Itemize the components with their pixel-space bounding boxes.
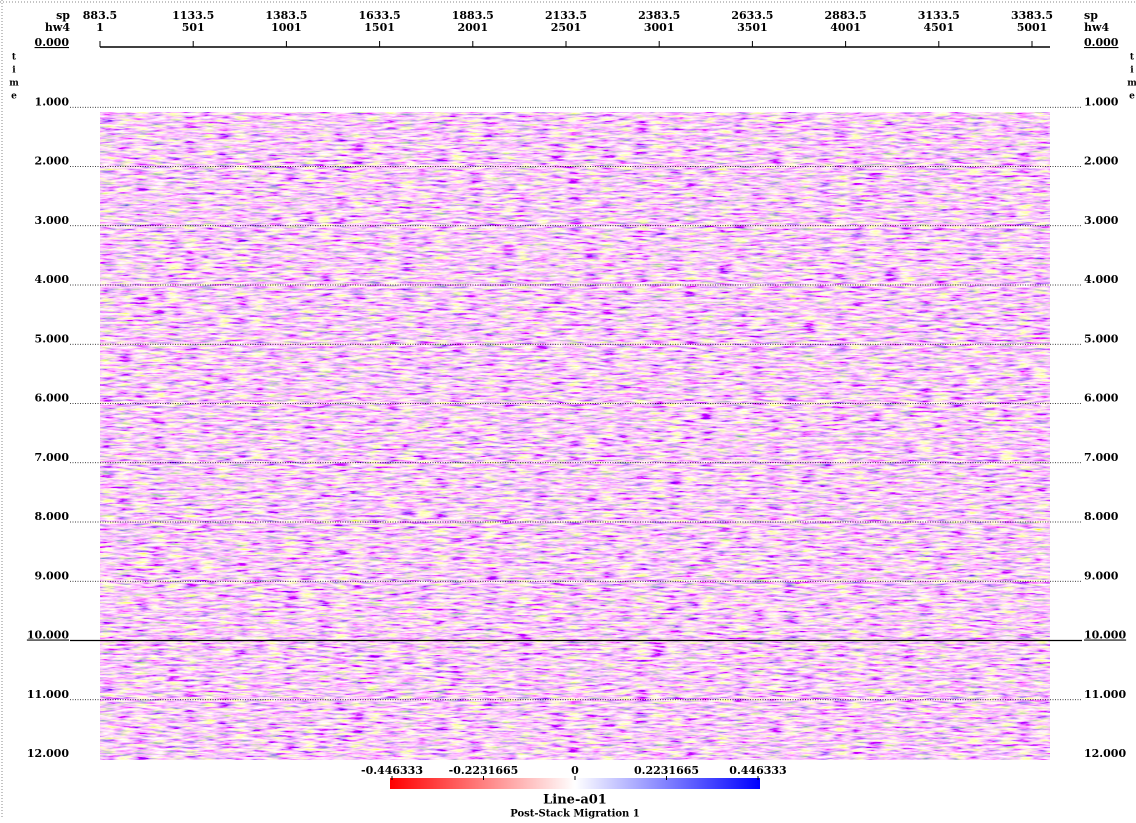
time-tick-label: 5.000 <box>35 332 70 345</box>
time-tick-label: 0.000 <box>35 36 70 49</box>
subtitle: Post-Stack Migration 1 <box>510 809 640 820</box>
top-tick-label: 2501 <box>551 21 582 34</box>
axis-row-label: hw4 <box>1084 21 1109 34</box>
colorbar-tick-label: 0 <box>571 764 579 777</box>
time-tick-label: 6.000 <box>35 392 70 405</box>
top-tick-label: 883.5 <box>83 9 117 22</box>
top-tick-label: 4001 <box>830 21 861 34</box>
top-tick-label: 5001 <box>1017 21 1048 34</box>
time-tick-label: 9.000 <box>1084 569 1119 582</box>
time-tick-label: 2.000 <box>35 155 70 168</box>
top-tick-label: 4501 <box>923 21 954 34</box>
top-tick-label: 3001 <box>644 21 675 34</box>
top-tick-label: 2883.5 <box>825 9 867 22</box>
time-tick-label: 3.000 <box>1084 214 1119 227</box>
top-tick-label: 1133.5 <box>172 9 214 22</box>
colorbar-tick-label: -0.446333 <box>361 764 423 777</box>
top-tick-label: 2133.5 <box>545 9 587 22</box>
top-tick-label: 3383.5 <box>1011 9 1053 22</box>
time-tick-label: 1.000 <box>35 95 70 108</box>
time-tick-label: 3.000 <box>35 214 70 227</box>
top-tick-label: 2633.5 <box>731 9 773 22</box>
time-tick-label: 8.000 <box>1084 510 1119 523</box>
time-tick-label: 0.000 <box>1084 36 1119 49</box>
time-tick-label: 2.000 <box>1084 155 1119 168</box>
time-tick-label: 4.000 <box>35 273 70 286</box>
time-tick-label: 6.000 <box>1084 392 1119 405</box>
top-tick-label: 1 <box>96 21 104 34</box>
time-tick-label: 1.000 <box>1084 95 1119 108</box>
top-tick-label: 1501 <box>364 21 395 34</box>
axis-label-letter: t <box>1130 53 1135 63</box>
time-tick-label: 7.000 <box>35 451 70 464</box>
axis-label-letter: i <box>1130 66 1134 76</box>
seismic-image <box>100 112 1050 760</box>
axis-label-letter: i <box>12 66 16 76</box>
axis-label-letter: m <box>1127 79 1136 89</box>
time-tick-label: 12.000 <box>27 747 69 760</box>
axis-label-letter: e <box>11 92 17 102</box>
colorbar-tick-label: -0.2231665 <box>449 764 519 777</box>
colorbar-tick-label: 0.446333 <box>729 764 786 777</box>
time-tick-label: 7.000 <box>1084 451 1119 464</box>
title: Line-a01 <box>543 793 607 808</box>
axis-row-label: hw4 <box>45 21 70 34</box>
top-tick-label: 501 <box>182 21 205 34</box>
axis-label-letter: e <box>1129 92 1135 102</box>
axis-label-letter: t <box>12 53 17 63</box>
colorbar <box>390 778 760 789</box>
top-tick-label: 1001 <box>271 21 302 34</box>
top-tick-label: 2383.5 <box>638 9 680 22</box>
top-tick-label: 1383.5 <box>265 9 307 22</box>
top-tick-label: 3501 <box>737 21 768 34</box>
top-tick-label: 1633.5 <box>359 9 401 22</box>
top-tick-label: 1883.5 <box>452 9 494 22</box>
time-tick-label: 8.000 <box>35 510 70 523</box>
time-tick-label: 9.000 <box>35 569 70 582</box>
time-tick-label: 11.000 <box>1084 688 1126 701</box>
time-tick-label: 11.000 <box>27 688 69 701</box>
time-tick-label: 5.000 <box>1084 332 1119 345</box>
colorbar-tick-label: 0.2231665 <box>634 764 699 777</box>
time-tick-label: 10.000 <box>27 629 69 642</box>
axis-row-label: sp <box>56 9 70 22</box>
top-tick-label: 3133.5 <box>918 9 960 22</box>
time-tick-label: 10.000 <box>1084 629 1126 642</box>
time-tick-label: 12.000 <box>1084 747 1126 760</box>
time-tick-label: 4.000 <box>1084 273 1119 286</box>
axis-label-letter: m <box>9 79 19 89</box>
axis-row-label: sp <box>1084 9 1098 22</box>
top-tick-label: 2001 <box>457 21 488 34</box>
